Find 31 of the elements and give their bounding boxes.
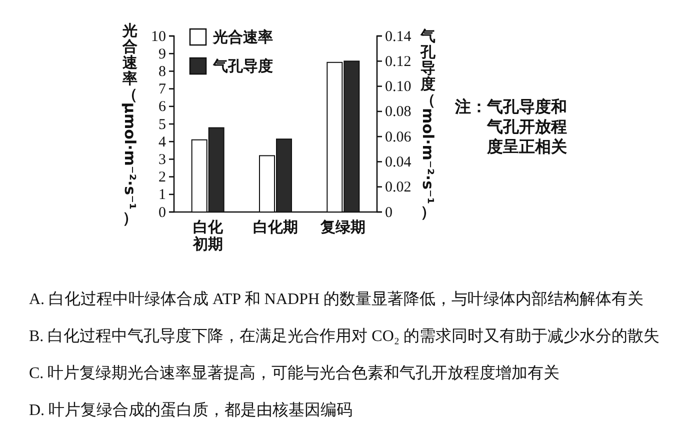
y-tick-label: 9 [158,46,166,62]
legend-label: 气孔导度 [212,57,273,75]
text: D. 叶片复绿合成的蛋白质，都是由核基因编码 [29,401,353,419]
y-tick-label: 5 [158,116,166,133]
text: 注：气孔导度和气孔开放程度呈正相关 [455,97,568,157]
text: 气孔导度（mol·m⁻²·s⁻¹） [418,27,437,222]
y2-tick-label: 0.04 [385,154,412,171]
y2-tick-label: 0.10 [385,79,412,96]
x-tick-label: 白化期 [253,218,298,236]
y2-tick-label: 0.06 [385,129,412,146]
text: 光合速率（μmol·m⁻²·s⁻¹） [120,22,139,227]
y2-tick-label: 0 [385,204,392,221]
y2-tick-label: 0.14 [385,28,412,45]
y2-tick-label: 0.02 [385,180,412,196]
legend-label: 光合速率 [212,28,273,46]
y-tick-label: 10 [151,28,166,45]
y-tick-label: 7 [158,82,166,98]
y-tick-label: 2 [158,170,166,186]
y-tick-label: 8 [158,64,166,80]
x-tick-label: 复绿期 [320,218,366,236]
y-tick-label: 4 [158,134,166,150]
y-tick-label: 6 [158,99,166,116]
text: A. 白化过程中叶绿体合成 ATP 和 NADPH 的数量显著降低，与叶绿体内部结构解体有关 [29,290,644,308]
y-tick-label: 1 [158,187,166,204]
y2-tick-label: 0.12 [385,54,412,70]
y-tick-label: 0 [158,204,166,221]
y-tick-label: 3 [158,152,166,168]
x-tick-label: 白化初期 [192,218,224,253]
text: C. 叶片复绿期光合速率显著提高，可能与光合色素和气孔开放程度增加有关 [29,364,560,382]
text: B. 白化过程中气孔导度下降，在满足光合作用对 CO₂ 的需求同时又有助于减少水分的散失 [29,327,660,345]
y2-tick-label: 0.08 [385,104,412,120]
